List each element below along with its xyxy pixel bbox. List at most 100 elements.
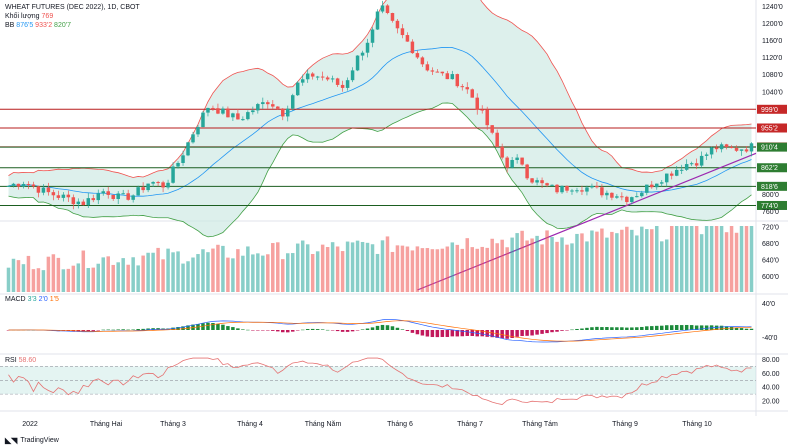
candle-body — [625, 196, 629, 203]
macd-histogram-bar — [739, 328, 744, 330]
volume-bar — [505, 247, 509, 292]
candle-body — [560, 185, 564, 193]
macd-histogram-bar — [420, 330, 425, 336]
candle-body — [166, 182, 170, 188]
candle-body — [141, 187, 145, 191]
volume-bar — [595, 231, 599, 292]
candle-body — [480, 109, 484, 111]
macd-histogram-bar — [515, 330, 519, 337]
candle-body — [86, 198, 91, 206]
macd-histogram-bar — [315, 329, 320, 330]
volume-bar — [266, 254, 270, 292]
volume-bar — [395, 245, 400, 292]
volume-bar — [166, 248, 170, 292]
volume-bar — [295, 243, 300, 292]
macd-histogram-bar — [86, 330, 91, 332]
volume-bar — [515, 233, 519, 292]
y-axis-tick-7: 760'0 — [762, 209, 779, 216]
macd-line — [8, 318, 752, 343]
volume-bar — [570, 243, 574, 292]
volume-bar — [495, 243, 499, 292]
candle-body — [605, 192, 609, 196]
level-label-0: 999'0 — [761, 107, 778, 114]
macd-histogram-bar — [201, 323, 205, 330]
bb-lower-line — [8, 102, 752, 238]
volume-bar — [276, 242, 280, 292]
macd-histogram-bar — [510, 330, 514, 339]
macd-histogram-bar — [375, 325, 380, 330]
candle-body — [295, 82, 300, 96]
volume-bar — [385, 236, 390, 292]
macd-histogram-bar — [271, 330, 275, 331]
macd-histogram-bar — [405, 330, 410, 332]
volume-bar — [186, 261, 190, 292]
volume-bar — [440, 248, 445, 292]
volume-bar — [246, 246, 250, 292]
volume-bar — [560, 237, 564, 292]
volume-bar — [550, 237, 554, 292]
candle-body — [340, 84, 345, 88]
candle-body — [655, 183, 659, 188]
level-badge-3 — [757, 142, 787, 152]
macd-histogram-bar — [415, 330, 420, 335]
x-axis-tick-4: Tháng Năm — [305, 421, 342, 428]
macd-histogram-bar — [610, 327, 614, 330]
macd-histogram-bar — [560, 330, 564, 331]
candle-body — [241, 119, 245, 121]
macd-histogram-bar — [295, 330, 300, 331]
macd-histogram-bar — [440, 330, 445, 337]
macd-histogram-bar — [345, 330, 350, 332]
candle-body — [216, 108, 220, 114]
macd-histogram-bar — [674, 325, 679, 330]
candle-body — [271, 104, 275, 107]
level-label-1: 955'2 — [761, 125, 778, 132]
volume-bar — [430, 249, 435, 292]
y-axis-tick-9: 680'0 — [762, 241, 779, 248]
candle-body — [256, 104, 260, 111]
volume-bar — [101, 257, 105, 292]
candle-body — [41, 187, 46, 193]
macd-histogram-bar — [485, 330, 489, 337]
candle-body — [300, 79, 305, 83]
bb-basis-value: 876'5 — [16, 22, 34, 29]
volume-bar — [400, 245, 405, 292]
candle-body — [91, 198, 96, 201]
macd-value-2: 2'0 — [38, 296, 48, 303]
candle-body — [16, 183, 21, 187]
volume-bar — [600, 228, 604, 292]
level-badge-0 — [757, 104, 787, 114]
candle-body — [704, 154, 709, 156]
candle-body — [530, 178, 534, 183]
volume-bar — [739, 226, 744, 292]
volume-bar — [106, 256, 110, 292]
volume-bar — [320, 244, 325, 292]
volume-bar — [176, 251, 180, 292]
volume-bar — [350, 242, 355, 292]
candle-body — [355, 55, 360, 71]
candle-body — [450, 74, 455, 80]
candle-body — [231, 113, 235, 118]
volume-bar — [345, 241, 350, 292]
volume-bar — [191, 257, 195, 292]
level-badge-1 — [757, 123, 787, 133]
volume-bar — [645, 229, 649, 292]
macd-histogram-bar — [694, 325, 699, 330]
volume-bar — [580, 233, 584, 292]
macd-histogram-bar — [714, 325, 719, 330]
level-badge-4 — [757, 163, 787, 173]
macd-histogram-bar — [540, 330, 544, 334]
volume-bar — [475, 248, 479, 292]
y-axis-tick-8: 720'0 — [762, 225, 779, 232]
candle-body — [525, 164, 529, 179]
candle-body — [176, 162, 180, 167]
bb-legend: BB 876'5 933'2 820'7 — [5, 22, 71, 29]
volume-bar — [420, 248, 425, 292]
candle-body — [475, 97, 479, 110]
tradingview-logo[interactable]: ◣◥ TradingView — [5, 436, 59, 445]
macd-histogram-bar — [684, 324, 689, 330]
volume-bar — [330, 242, 335, 292]
candle-body — [276, 106, 280, 109]
candle-body — [565, 185, 569, 191]
macd-histogram-bar — [450, 330, 455, 337]
candle-body — [196, 127, 200, 135]
